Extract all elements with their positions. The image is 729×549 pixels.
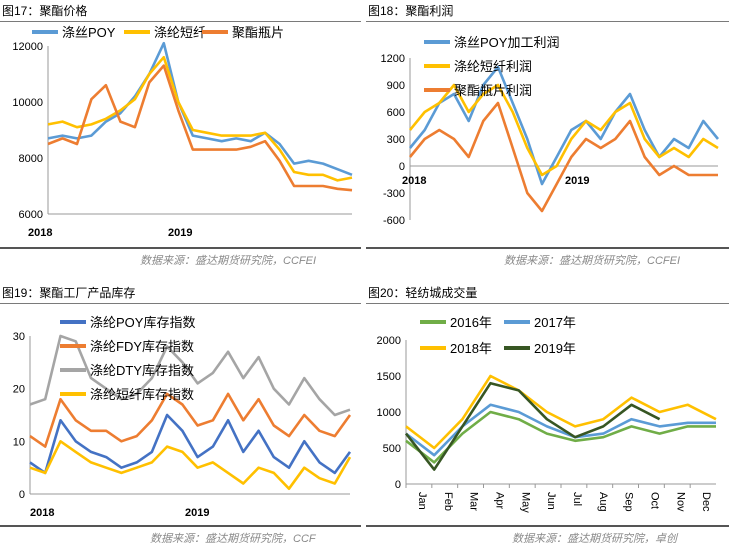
y-tick-label: 30 [13,331,25,343]
y-tick-label: 10 [13,436,25,448]
divider [0,21,361,22]
volume-chart: 0 500 1000 1500 2000 Jan Feb Mar Apr May Jun Jul Aug… [377,315,717,513]
x-tick-label: 2018 [30,507,54,519]
legend-label: 涤纶短纤库存指数 [90,387,194,402]
source-note: 数据来源：盛达期货研究院，CCFEI [504,255,680,267]
y-tick-label: 0 [395,479,401,491]
legend-label: 2019年 [534,341,576,356]
y-tick-label: 12000 [12,41,43,53]
legend-label: 2017年 [534,315,576,330]
x-tick-label: Feb [442,492,454,511]
figure-title: 图17：聚酯价格 [2,4,88,18]
divider [366,525,729,527]
legend-label: 聚酯瓶片 [232,25,284,40]
figure-title: 图20：轻纺城成交量 [368,286,478,300]
series-line [408,83,719,177]
series-line [29,334,351,417]
y-tick-label: -600 [383,215,405,227]
x-tick-label: Dec [700,492,712,512]
legend-label: 涤纶DTY库存指数 [90,363,194,378]
legend-label: 2016年 [450,315,492,330]
y-tick-label: 8000 [19,153,43,165]
x-tick-label: Oct [648,492,660,509]
y-tick-label: 6000 [19,209,43,221]
series-line [404,381,661,471]
price-chart: 6000 8000 10000 12000 2018 2019 涤丝POY 涤纶短纤 聚酯瓶片 [12,25,353,239]
y-tick-label: 300 [387,134,405,146]
x-tick-label: 2019 [168,227,192,239]
divider [366,21,729,22]
x-tick-label: Jul [571,492,583,506]
y-tick-label: 0 [399,161,405,173]
legend-label: 涤纶短纤 [154,25,206,40]
y-tick-label: 1000 [377,407,401,419]
series-line [405,410,716,464]
y-tick-label: 10000 [12,97,43,109]
y-tick-label: 900 [387,80,405,92]
y-tick-label: 20 [13,384,25,396]
x-tick-label: Sep [623,492,635,512]
series-line [47,55,353,182]
series-line [29,392,352,448]
x-tick-label: 2019 [565,175,589,187]
source-note: 数据来源：盛达期货研究院，CCFEI [140,255,316,267]
legend-label: 涤丝POY加工利润 [454,35,559,50]
divider [0,525,361,527]
divider [366,247,729,249]
x-tick-label: Apr [493,492,505,509]
profit-chart: -600 -300 0 300 600 900 1200 2018 2019 涤丝POY加工利润涤… [381,35,720,227]
figure-title: 图18：聚酯利润 [368,4,454,18]
y-tick-label: 2000 [377,335,401,347]
series-line [47,41,353,177]
source-note: 数据来源：盛达期货研究院，CCF [150,533,316,545]
series-line [47,64,353,192]
y-tick-label: -300 [383,188,405,200]
x-tick-label: Mar [468,492,480,511]
legend-label: 涤纶POY库存指数 [90,315,195,330]
series-line [408,101,718,213]
y-tick-label: 1500 [377,371,401,383]
divider [366,303,729,304]
x-tick-label: 2019 [185,507,209,519]
y-tick-label: 500 [383,443,401,455]
series-line [405,374,717,450]
y-tick-label: 0 [19,489,25,501]
legend-label: 涤纶短纤利润 [454,59,532,74]
inventory-chart: 0 10 20 30 2018 2019 涤纶POY库存指数涤纶FDY库存指数涤纶DTY库存… [13,315,352,519]
figure-title: 图19：聚酯工厂产品库存 [2,286,136,300]
x-tick-label: 2018 [402,175,426,187]
x-tick-label: Nov [674,492,686,512]
x-tick-label: Aug [597,492,609,512]
legend-label: 涤丝POY [62,25,116,40]
x-tick-label: Jun [545,492,557,510]
legend-label: 聚酯瓶片利润 [454,83,532,98]
divider [0,303,361,304]
series-line [405,403,716,457]
legend-label: 涤纶FDY库存指数 [90,339,194,354]
series-line [408,65,720,186]
y-tick-label: 600 [387,107,405,119]
divider [0,247,361,249]
source-note: 数据来源：盛达期货研究院，卓创 [512,533,677,545]
series-line [29,413,352,475]
x-tick-label: May [519,492,531,513]
series-line [29,440,352,490]
x-tick-label: 2018 [28,227,52,239]
legend-label: 2018年 [450,341,492,356]
y-tick-label: 1200 [381,53,405,65]
x-tick-label: Jan [416,492,428,510]
